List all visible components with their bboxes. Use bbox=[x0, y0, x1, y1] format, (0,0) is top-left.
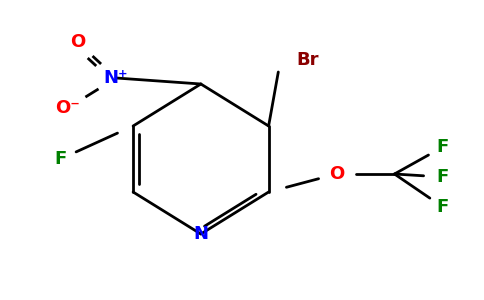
Text: O⁻: O⁻ bbox=[55, 99, 80, 117]
Text: F: F bbox=[437, 138, 449, 156]
Text: O: O bbox=[329, 165, 344, 183]
Text: F: F bbox=[54, 150, 67, 168]
Text: F: F bbox=[437, 168, 449, 186]
Text: N: N bbox=[194, 225, 208, 243]
Text: O: O bbox=[70, 33, 85, 51]
Text: F: F bbox=[437, 198, 449, 216]
Text: Br: Br bbox=[296, 51, 318, 69]
Text: N⁺: N⁺ bbox=[104, 69, 128, 87]
